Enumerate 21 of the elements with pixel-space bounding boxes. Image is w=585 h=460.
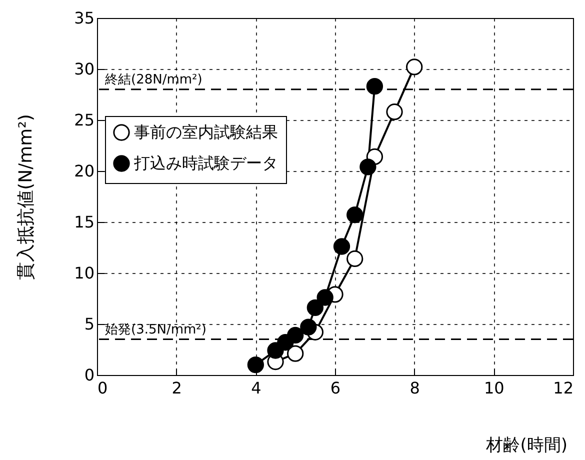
x-tick-label: 2 (172, 378, 182, 398)
y-tick-label: 10 (74, 264, 94, 282)
y-tick-label: 15 (74, 212, 94, 232)
ref-line-label: 終結(28N/mm²) (104, 72, 202, 88)
y-tick-label: 25 (74, 110, 94, 130)
x-tick-label: 6 (330, 378, 341, 398)
legend-label: 打込み時試験データ (133, 154, 278, 172)
y-tick-label: 20 (74, 162, 94, 180)
y-axis-title: 貫入抵抗値(N/mm²) (16, 114, 36, 280)
x-axis-title: 材齢(時間) (485, 436, 568, 456)
y-tick-label: 5 (84, 314, 94, 334)
y-tick-label: 35 (74, 8, 94, 28)
ref-line-label: 始発(3.5N/mm²) (105, 322, 206, 338)
y-tick-label: 30 (74, 60, 94, 78)
x-tick-label: 10 (484, 378, 504, 398)
y-tick-label: 0 (84, 366, 94, 384)
x-tick-label: 0 (98, 378, 108, 398)
x-tick-label: 4 (251, 378, 262, 398)
x-tick-label: 12 (553, 378, 574, 398)
x-tick-label: 8 (410, 378, 420, 398)
legend-label: 事前の室内試験結果 (134, 122, 278, 142)
